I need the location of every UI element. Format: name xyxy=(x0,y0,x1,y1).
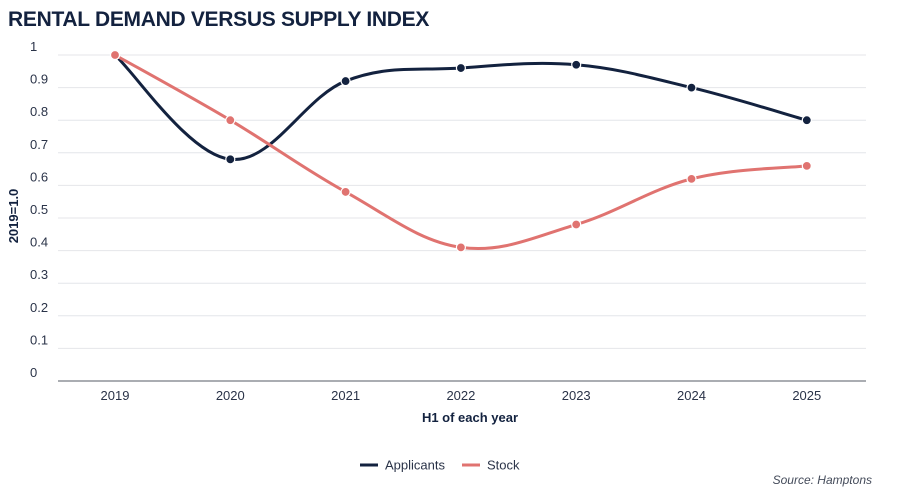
source-note: Source: Hamptons xyxy=(772,473,872,487)
point-applicants xyxy=(225,154,236,165)
y-tick-label: 0.5 xyxy=(30,202,48,217)
x-tick-label: 2021 xyxy=(331,388,360,403)
point-applicants xyxy=(801,115,812,126)
x-tick-label: 2019 xyxy=(101,388,130,403)
y-axis-title: 2019=1.0 xyxy=(6,189,21,244)
point-stock xyxy=(686,173,697,184)
y-tick-label: 0.2 xyxy=(30,300,48,315)
point-stock xyxy=(455,242,466,253)
y-tick-label: 1 xyxy=(30,39,37,54)
point-stock xyxy=(340,186,351,198)
point-stock xyxy=(109,49,121,61)
point-stock xyxy=(801,160,812,171)
x-tick-labels: 2019 2020 2021 2022 2023 2024 2025 xyxy=(101,388,822,403)
series-line-stock xyxy=(113,53,809,251)
legend-label-stock: Stock xyxy=(487,458,520,473)
x-tick-label: 2022 xyxy=(446,388,475,403)
legend-label-applicants: Applicants xyxy=(385,458,445,473)
y-tick-label: 0.1 xyxy=(30,332,48,347)
y-tick-label: 0.3 xyxy=(30,267,48,282)
x-tick-label: 2024 xyxy=(677,388,706,403)
point-stock xyxy=(225,115,236,126)
point-stock xyxy=(571,219,582,230)
series-points xyxy=(109,49,812,253)
point-applicants xyxy=(340,75,351,87)
chart-title: RENTAL DEMAND VERSUS SUPPLY INDEX xyxy=(8,8,430,31)
x-tick-label: 2020 xyxy=(216,388,245,403)
legend: Applicants Stock xyxy=(360,458,520,473)
y-tick-labels: 0 0.1 0.2 0.3 0.4 0.5 0.6 0.7 0.8 0.9 1 xyxy=(30,39,48,380)
y-tick-label: 0.7 xyxy=(30,137,48,152)
y-tick-label: 0.9 xyxy=(30,72,48,87)
point-applicants xyxy=(571,59,582,70)
point-applicants xyxy=(686,82,697,93)
x-tick-label: 2025 xyxy=(792,388,821,403)
y-tick-label: 0 xyxy=(30,365,37,380)
x-axis-title: H1 of each year xyxy=(422,410,518,425)
y-tick-label: 0.8 xyxy=(30,104,48,119)
point-applicants xyxy=(455,62,466,74)
y-tick-label: 0.4 xyxy=(30,235,48,250)
series-lines xyxy=(113,53,809,251)
gridlines xyxy=(58,54,866,349)
x-tick-label: 2023 xyxy=(562,388,591,403)
y-tick-label: 0.6 xyxy=(30,169,48,184)
